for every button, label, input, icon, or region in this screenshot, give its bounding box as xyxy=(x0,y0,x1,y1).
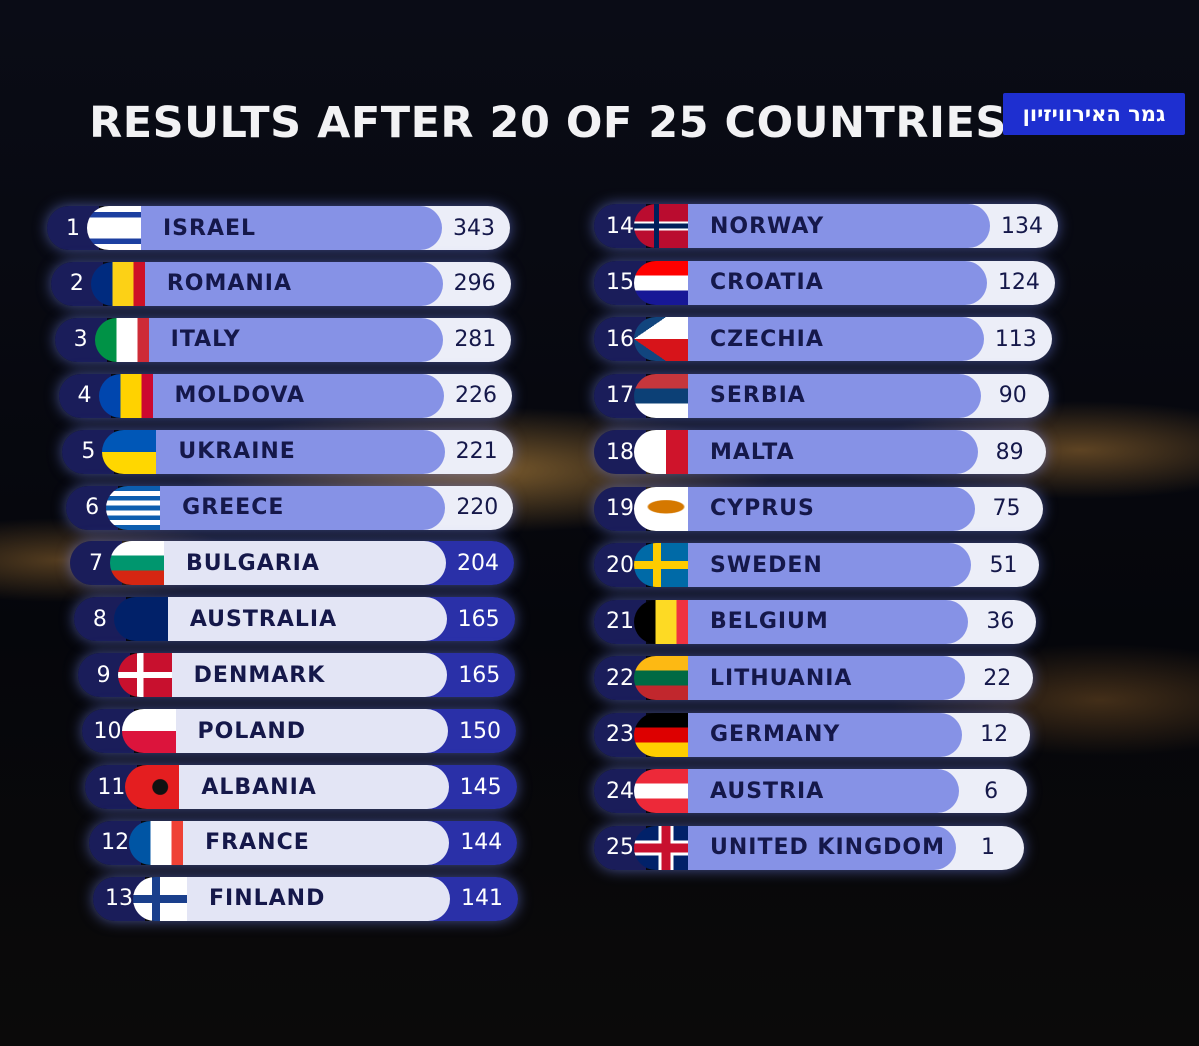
flag xyxy=(102,429,167,474)
country-name: NORWAY xyxy=(688,204,990,248)
result-row: 21 BELGIUM 36 xyxy=(594,599,1037,644)
country-name: FRANCE xyxy=(183,820,450,865)
flag xyxy=(634,486,698,531)
result-row: 5 UKRAINE 221 xyxy=(62,429,513,474)
flag xyxy=(87,206,151,250)
country-name: GREECE xyxy=(160,485,446,530)
country-name: LITHUANIA xyxy=(688,656,966,700)
result-row: 12 FRANCE 144 xyxy=(89,820,518,865)
country-name: BULGARIA xyxy=(164,541,446,586)
country-name: ALBANIA xyxy=(179,765,449,809)
flag xyxy=(634,712,698,757)
flag xyxy=(634,373,698,418)
flag xyxy=(98,373,163,418)
flag xyxy=(94,317,159,362)
flag xyxy=(121,709,186,754)
flag xyxy=(634,317,698,361)
result-row: 18 MALTA 89 xyxy=(594,430,1046,474)
title: RESULTS AFTER 20 OF 25 COUNTRIES xyxy=(89,98,1007,148)
country-name: FINLAND xyxy=(187,876,450,921)
flag xyxy=(117,653,182,698)
flag xyxy=(634,543,698,587)
flag xyxy=(90,261,155,306)
country-name: CYPRUS xyxy=(688,486,975,531)
rank: 4 xyxy=(58,373,111,418)
flag xyxy=(125,765,190,809)
country-name: AUSTRALIA xyxy=(167,597,447,642)
country-name: MALTA xyxy=(688,430,978,474)
country-name: GERMANY xyxy=(688,712,963,757)
result-row: 1 ISRAEL 343 xyxy=(47,206,510,250)
country-name: SERBIA xyxy=(688,373,981,418)
flag xyxy=(634,260,698,305)
flag xyxy=(634,656,698,700)
result-row: 20 SWEDEN 51 xyxy=(594,543,1040,587)
flag xyxy=(634,599,698,644)
result-row: 7 BULGARIA 204 xyxy=(70,541,514,586)
result-row: 19 CYPRUS 75 xyxy=(594,486,1043,531)
result-row: 9 DENMARK 165 xyxy=(77,653,516,698)
result-row: 15 CROATIA 124 xyxy=(594,260,1055,305)
country-name: SWEDEN xyxy=(688,543,972,587)
rank: 2 xyxy=(50,261,103,306)
flag xyxy=(113,597,178,642)
result-row: 2 ROMANIA 296 xyxy=(50,261,511,306)
flag xyxy=(110,541,174,586)
country-name: ITALY xyxy=(148,317,444,362)
result-row: 8 AUSTRALIA 165 xyxy=(73,597,515,642)
rank: 16 xyxy=(594,317,646,361)
result-row: 3 ITALY 281 xyxy=(54,317,512,362)
country-name: CZECHIA xyxy=(688,317,984,361)
result-row: 22 LITHUANIA 22 xyxy=(594,656,1034,700)
result-row: 16 CZECHIA 113 xyxy=(594,317,1052,361)
country-name: ISRAEL xyxy=(141,206,442,250)
flag xyxy=(634,430,698,474)
flag xyxy=(129,820,194,865)
result-row: 24 AUSTRIA 6 xyxy=(594,769,1028,813)
country-name: AUSTRIA xyxy=(688,769,960,813)
result-row: 17 SERBIA 90 xyxy=(594,373,1049,418)
country-name: POLAND xyxy=(175,709,448,754)
rank: 19 xyxy=(594,486,646,531)
country-name: DENMARK xyxy=(171,653,448,698)
flag xyxy=(133,876,197,921)
points: 22 xyxy=(941,656,1034,700)
flag xyxy=(106,485,171,530)
result-row: 25 UNITED KINGDOM 1 xyxy=(594,825,1024,870)
rank: 7 xyxy=(70,541,122,586)
result-row: 6 GREECE 220 xyxy=(66,485,514,530)
flag xyxy=(634,204,698,248)
flag xyxy=(634,769,698,813)
channel-logo: גמר האירוויזיון xyxy=(1003,93,1185,135)
country-name: UKRAINE xyxy=(156,429,445,474)
country-name: UNITED KINGDOM xyxy=(688,825,956,870)
result-row: 13 FINLAND 141 xyxy=(93,876,518,921)
country-name: MOLDOVA xyxy=(152,373,444,418)
result-row: 23 GERMANY 12 xyxy=(594,712,1031,757)
country-name: BELGIUM xyxy=(688,599,969,644)
result-row: 10 POLAND 150 xyxy=(81,709,516,754)
result-row: 4 MOLDOVA 226 xyxy=(58,373,512,418)
rank: 13 xyxy=(93,876,145,921)
result-row: 14 NORWAY 134 xyxy=(594,204,1058,248)
country-name: CROATIA xyxy=(688,260,987,305)
country-name: ROMANIA xyxy=(144,261,443,306)
result-row: 11 ALBANIA 145 xyxy=(85,765,517,809)
flag xyxy=(634,825,698,870)
rank: 18 xyxy=(594,430,646,474)
